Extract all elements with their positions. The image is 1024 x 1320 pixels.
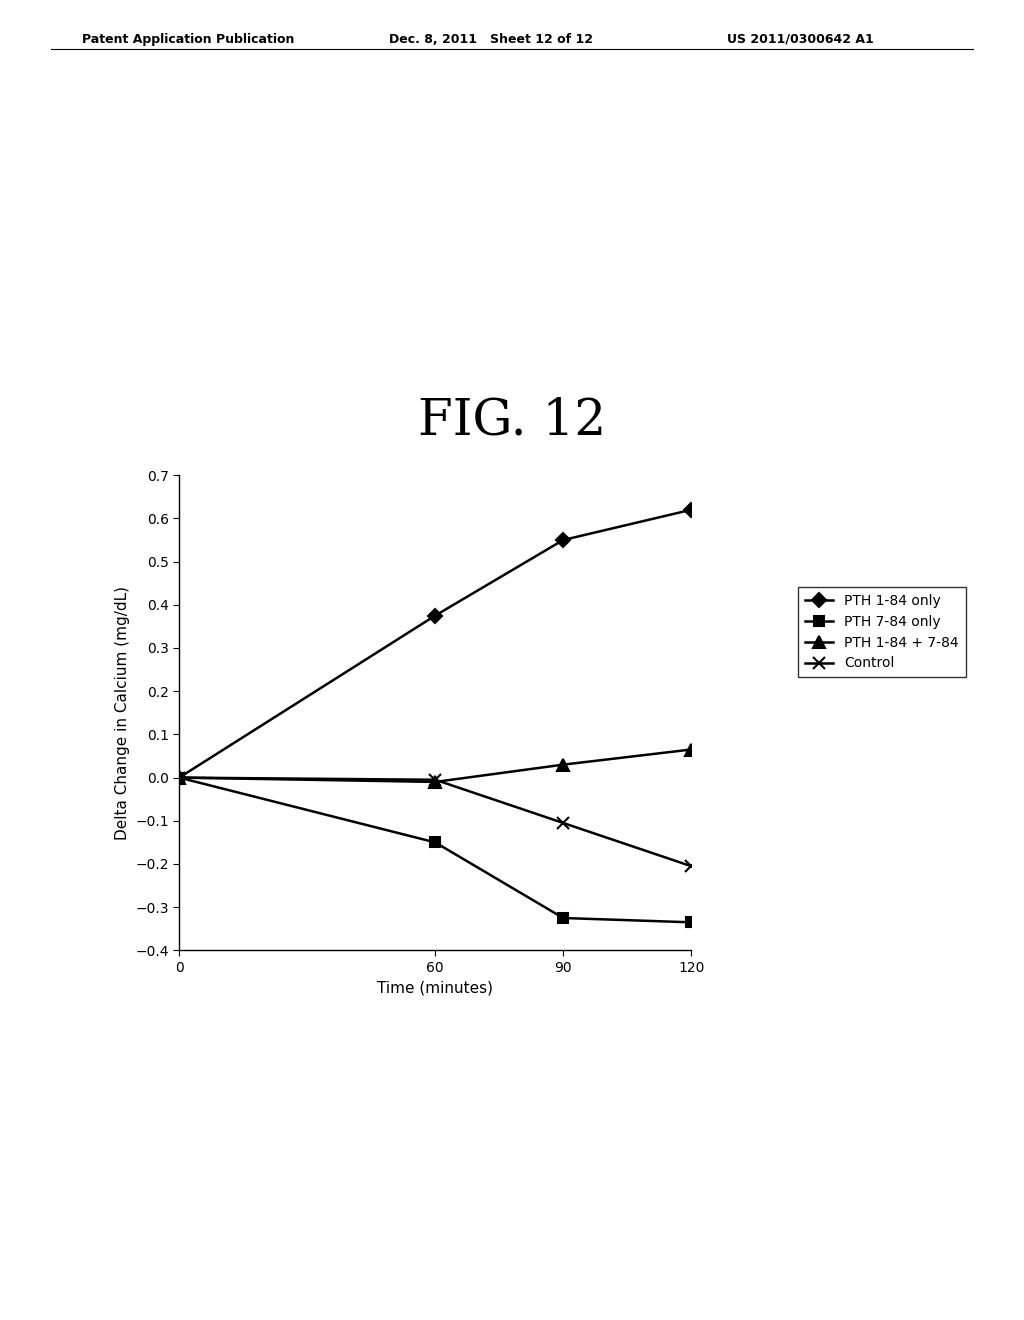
Line: PTH 1-84 only: PTH 1-84 only (174, 504, 696, 783)
Text: Dec. 8, 2011   Sheet 12 of 12: Dec. 8, 2011 Sheet 12 of 12 (389, 33, 593, 46)
PTH 1-84 only (173, 770, 185, 785)
Legend: PTH 1-84 only, PTH 7-84 only, PTH 1-84 + 7-84, Control: PTH 1-84 only, PTH 7-84 only, PTH 1-84 +… (799, 586, 966, 677)
PTH 7-84 only (429, 834, 441, 850)
Line: PTH 1-84 + 7-84: PTH 1-84 + 7-84 (174, 744, 696, 788)
Line: PTH 7-84 only: PTH 7-84 only (174, 772, 696, 927)
Control (685, 858, 697, 874)
Line: Control: Control (173, 771, 697, 873)
Text: FIG. 12: FIG. 12 (418, 396, 606, 445)
PTH 1-84 + 7-84 (557, 756, 569, 772)
PTH 7-84 only (173, 770, 185, 785)
PTH 1-84 + 7-84 (429, 774, 441, 789)
Control (557, 814, 569, 830)
PTH 7-84 only (557, 909, 569, 925)
PTH 1-84 only (557, 532, 569, 548)
PTH 1-84 only (429, 607, 441, 623)
PTH 1-84 + 7-84 (685, 742, 697, 758)
Y-axis label: Delta Change in Calcium (mg/dL): Delta Change in Calcium (mg/dL) (115, 586, 130, 840)
Control (173, 770, 185, 785)
X-axis label: Time (minutes): Time (minutes) (377, 981, 494, 995)
PTH 7-84 only (685, 915, 697, 931)
PTH 1-84 + 7-84 (173, 770, 185, 785)
Text: US 2011/0300642 A1: US 2011/0300642 A1 (727, 33, 873, 46)
Text: Patent Application Publication: Patent Application Publication (82, 33, 294, 46)
Control (429, 772, 441, 788)
PTH 1-84 only (685, 502, 697, 517)
